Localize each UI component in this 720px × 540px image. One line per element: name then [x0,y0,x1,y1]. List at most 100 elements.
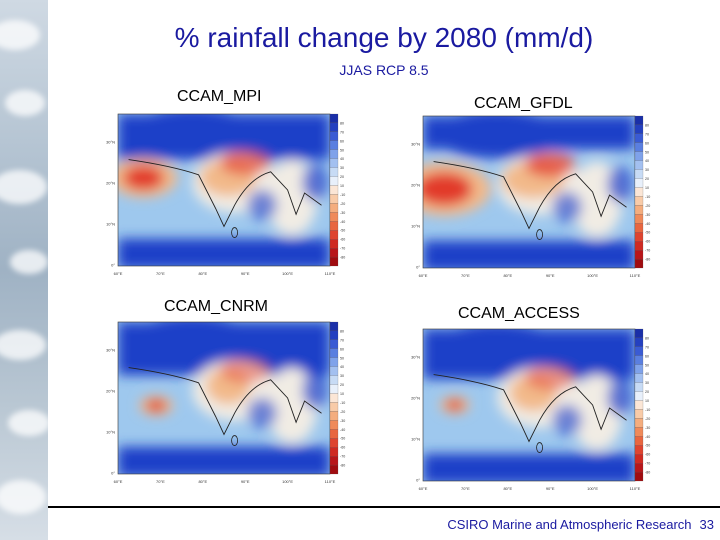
colorbar-swatch [634,373,644,383]
scenario-subtitle: JJAS RCP 8.5 [339,62,429,78]
colorbar-swatch [634,151,644,161]
colorbar-swatch [329,230,339,240]
colorbar-swatch [329,167,339,177]
colorbar-tick-label: 10 [340,184,344,188]
lat-tick-label: 20°N [106,180,115,185]
footer-divider [48,506,720,508]
colorbar-tick-label: -50 [645,231,650,235]
lon-tick-label: 80°E [198,271,207,276]
colorbar-tick-label: -70 [340,247,345,251]
lon-tick-label: 110°E [325,271,336,276]
colorbar-tick-label: -40 [645,435,650,439]
colorbar-tick-label: -60 [645,453,650,457]
colorbar-swatch [634,205,644,215]
colorbar-swatch [634,463,644,473]
lat-tick-label: 10°N [106,221,115,226]
footer-org: CSIRO Marine and Atmospheric Research [447,517,692,532]
colorbar-swatch [329,248,339,258]
colorbar-swatch [634,355,644,365]
colorbar-swatch [634,436,644,446]
colorbar-swatch [634,232,644,242]
lat-tick-label: 0° [416,477,420,482]
colorbar-tick-label: 50 [645,363,649,367]
colorbar-tick-label: -60 [645,240,650,244]
lon-tick-label: 70°E [461,273,470,278]
lon-tick-label: 100°E [587,273,598,278]
colorbar-tick-label: -50 [645,444,650,448]
colorbar-tick-label: -10 [645,408,650,412]
colorbar-tick-label: -60 [340,446,345,450]
lon-tick-label: 80°E [503,486,512,491]
colorbar-tick-label: -80 [645,471,650,475]
lon-tick-label: 100°E [587,486,598,491]
lat-tick-label: 20°N [106,388,115,393]
colorbar-swatch [329,330,339,340]
colorbar-swatch [634,391,644,401]
lon-tick-label: 100°E [282,271,293,276]
panel-label-mpi: CCAM_MPI [177,88,262,105]
colorbar-tick-label: 30 [340,374,344,378]
lon-tick-label: 110°E [325,479,336,484]
lat-tick-label: 0° [111,470,115,475]
colorbar-swatch [634,382,644,392]
lat-tick-label: 10°N [411,223,420,228]
lon-tick-label: 80°E [503,273,512,278]
colorbar-tick-label: 60 [645,141,649,145]
colorbar-swatch [634,427,644,437]
lon-tick-label: 90°E [241,271,250,276]
colorbar-tick-label: -80 [645,258,650,262]
lon-tick-label: 60°E [419,273,428,278]
lat-tick-label: 30°N [106,139,115,144]
map-svg: 30°N 20°N 10°N 0° 60°E 70°E 80°E 90°E 100°E 110°E… [411,328,650,491]
colorbar-swatch [634,328,644,339]
colorbar-tick-label: 70 [645,345,649,349]
colorbar-swatch [329,411,339,421]
lon-tick-label: 80°E [198,479,207,484]
lat-tick-label: 10°N [106,429,115,434]
lat-tick-label: 30°N [106,347,115,352]
colorbar-tick-label: 60 [340,139,344,143]
colorbar-tick-label: 40 [645,372,649,376]
colorbar-tick-label: -80 [340,256,345,260]
colorbar-tick-label: 10 [340,392,344,396]
lat-tick-label: 0° [111,262,115,267]
colorbar-tick-label: 20 [340,175,344,179]
colorbar-swatch [634,241,644,251]
colorbar-swatch [634,454,644,464]
map-svg: 30°N 20°N 10°N 0° 60°E 70°E 80°E 90°E 100°E 110°E… [106,321,345,484]
colorbar-swatch [329,158,339,168]
colorbar-tick-label: 40 [645,159,649,163]
colorbar-swatch [634,115,644,126]
colorbar-tick-label: -30 [340,211,345,215]
lon-tick-label: 90°E [546,273,555,278]
colorbar-tick-label: 60 [340,347,344,351]
coastline [433,161,627,230]
footer: CSIRO Marine and Atmospheric Research 33 [447,517,714,532]
colorbar-tick-label: -10 [645,195,650,199]
lon-tick-label: 60°E [114,479,123,484]
colorbar-tick-label: 30 [340,166,344,170]
colorbar-tick-label: 80 [340,121,344,125]
colorbar-swatch [634,337,644,347]
colorbar-swatch [329,357,339,367]
page-number: 33 [699,517,714,532]
colorbar-swatch [329,384,339,394]
colorbar-tick-label: -40 [645,222,650,226]
colorbar-tick-label: -70 [645,462,650,466]
lat-tick-label: 20°N [411,182,420,187]
colorbar-tick-label: 50 [340,356,344,360]
colorbar-swatch [329,140,339,150]
lon-tick-label: 60°E [114,271,123,276]
lon-tick-label: 90°E [241,479,250,484]
page-title: % rainfall change by 2080 (mm/d) [174,22,594,53]
colorbar-swatch [634,214,644,224]
colorbar-tick-label: -30 [340,419,345,423]
colorbar-swatch [634,124,644,134]
colorbar-swatch [634,169,644,179]
colorbar-tick-label: -20 [340,202,345,206]
colorbar-swatch [329,447,339,457]
colorbar-tick-label: 80 [340,329,344,333]
colorbar-swatch [329,113,339,124]
colorbar-swatch [329,122,339,132]
colorbar-tick-label: 30 [645,381,649,385]
